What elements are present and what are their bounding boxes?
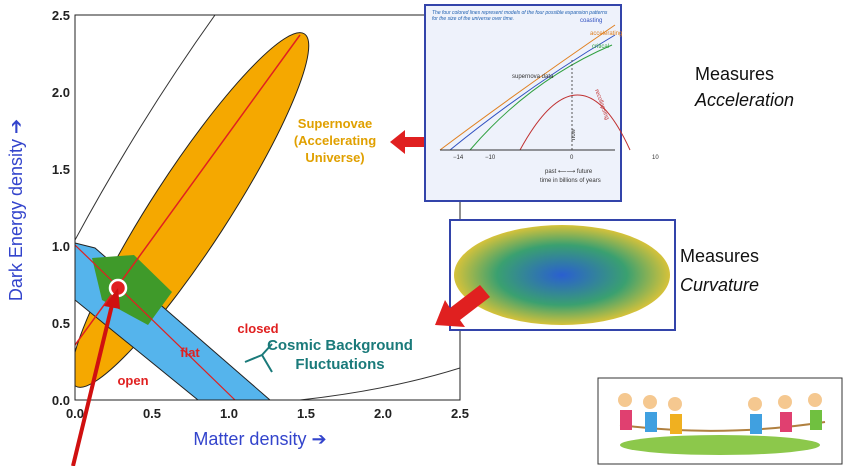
- figure: 0.0 0.5 1.0 1.5 2.0 2.5 0.0 0.5 1.0 1.5 2.0 2.5 Ma…: [0, 0, 846, 466]
- annotation: open: [117, 373, 148, 388]
- annotation: Universe): [305, 150, 364, 165]
- cmb-map: [454, 225, 670, 325]
- inset-arrow: past ⟵⟶ future: [545, 169, 593, 175]
- inset-tick: −14: [453, 155, 464, 161]
- y-tick-label: 2.0: [52, 85, 70, 100]
- inset-x-label: time in billions of years: [540, 178, 601, 184]
- y-axis-label: Dark Energy density ➔: [6, 119, 26, 301]
- annotation: Cosmic Background: [267, 337, 413, 354]
- side-label: Curvature: [680, 275, 759, 295]
- y-tick-label: 1.5: [52, 162, 70, 177]
- curve-label: accelerating: [590, 31, 622, 37]
- y-tick-label: 1.0: [52, 239, 70, 254]
- inset-tick: 10: [652, 155, 659, 161]
- inset-tick: −10: [485, 155, 496, 161]
- cartoon-grass: [620, 435, 820, 455]
- data-label: supernova data: [512, 74, 554, 80]
- x-tick-label: 2.5: [451, 406, 469, 421]
- x-tick-label: 1.5: [297, 406, 315, 421]
- x-tick-label: 2.0: [374, 406, 392, 421]
- x-tick-label: 0.0: [66, 406, 84, 421]
- side-label: Measures: [695, 64, 774, 84]
- annotation: (Accelerating: [294, 133, 376, 148]
- x-axis-label: Matter density ➔: [193, 429, 326, 449]
- curve-label: coasting: [580, 18, 602, 24]
- y-tick-label: 2.5: [52, 8, 70, 23]
- fit-line: [75, 35, 300, 345]
- side-label: Measures: [680, 246, 759, 266]
- x-tick-label: 0.5: [143, 406, 161, 421]
- x-tick-label: 1.0: [220, 406, 238, 421]
- now-label: now: [571, 128, 577, 140]
- annotation: closed: [237, 321, 278, 336]
- callout: [245, 344, 272, 372]
- annotation: Fluctuations: [295, 356, 384, 373]
- side-label: Acceleration: [694, 90, 794, 110]
- annotation: Supernovae: [298, 116, 372, 131]
- y-tick-label: 0.5: [52, 316, 70, 331]
- y-tick-label: 0.0: [52, 393, 70, 408]
- annotation: flat: [180, 345, 200, 360]
- curve-label: critical: [592, 44, 609, 50]
